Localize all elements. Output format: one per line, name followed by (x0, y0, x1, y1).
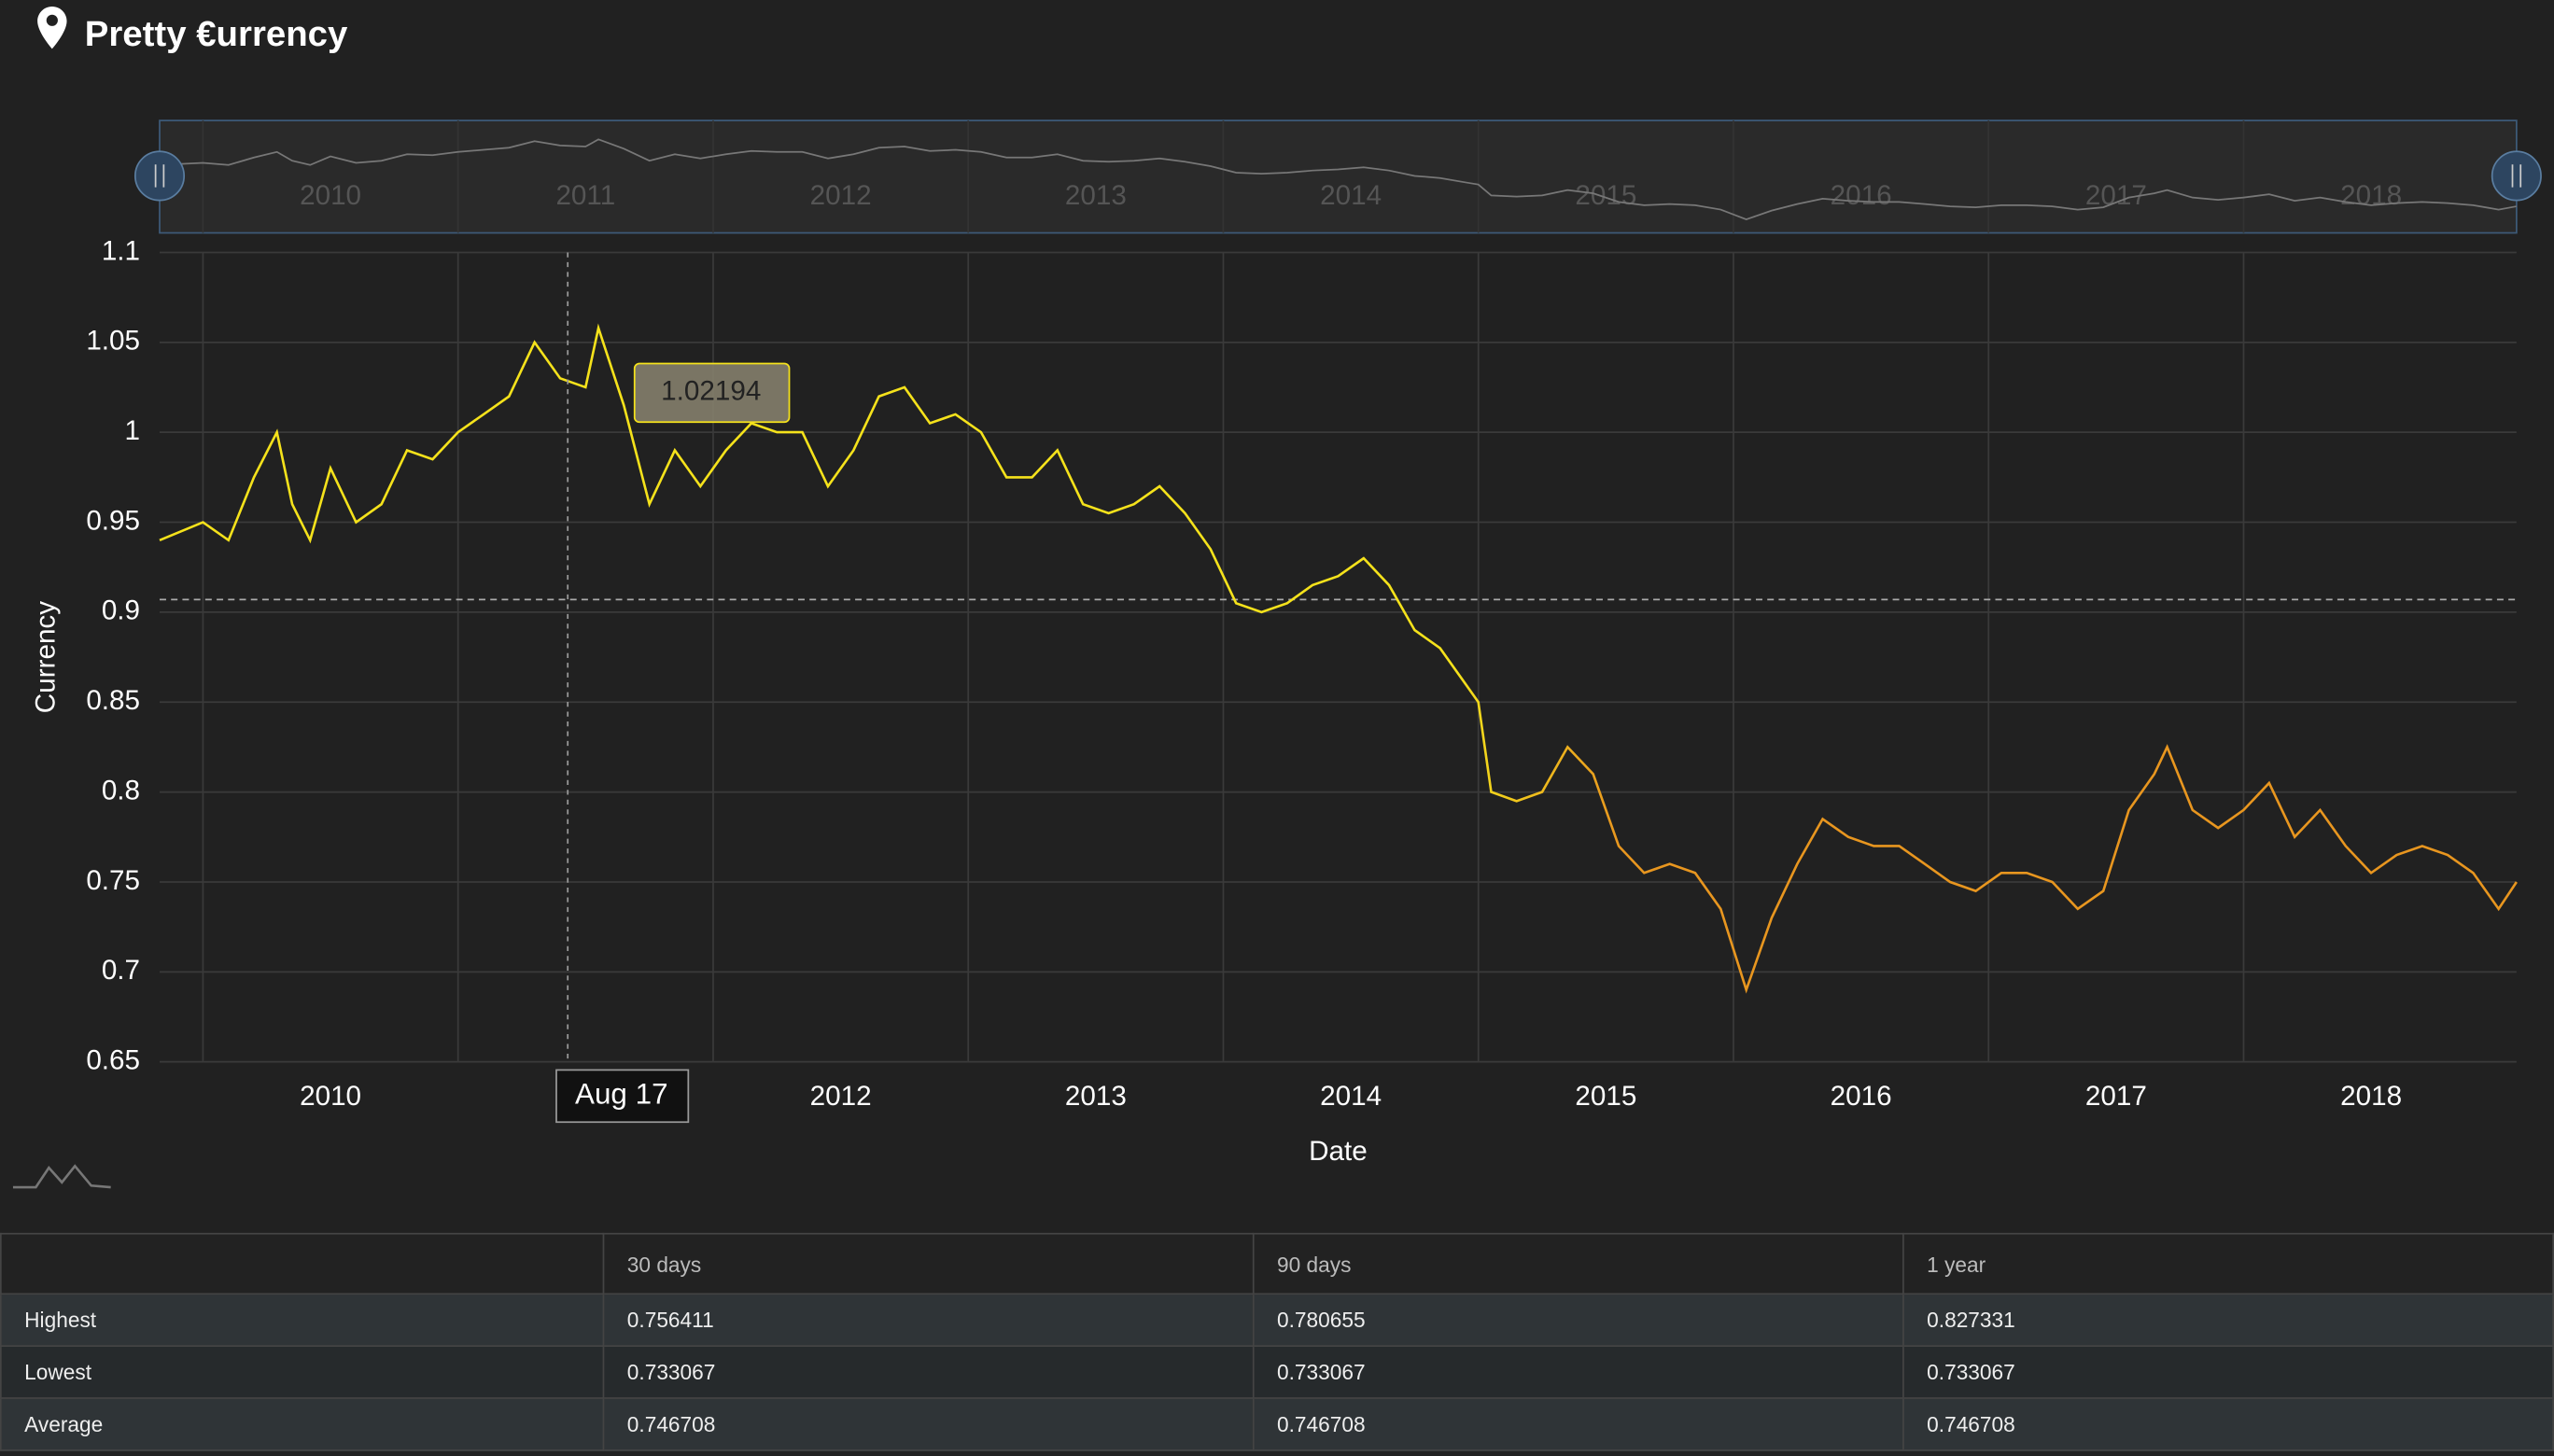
navigator-year-label: 2012 (810, 180, 872, 211)
table-row: Highest 0.756411 0.780655 0.827331 (0, 1293, 2554, 1348)
header-cell: 90 days (1252, 1232, 1904, 1295)
table-cell: Lowest (0, 1345, 605, 1399)
chart-type-icon[interactable] (12, 1164, 111, 1189)
y-tick-label: 1.05 (86, 326, 140, 357)
x-tick-label: 2014 (1320, 1081, 1382, 1112)
x-tick-label: 2010 (300, 1081, 361, 1112)
navigator-year-label: 2015 (1575, 180, 1636, 211)
x-tick-label: 2018 (2340, 1081, 2402, 1112)
navigator-handle[interactable] (2491, 150, 2542, 202)
table-cell: 0.756411 (602, 1293, 1255, 1348)
navigator[interactable] (159, 119, 2518, 234)
y-tick-label: 0.8 (102, 775, 140, 805)
x-tick-label: 2013 (1065, 1081, 1127, 1112)
table-cell: 0.780655 (1252, 1293, 1904, 1348)
y-tick-label: 0.7 (102, 955, 140, 986)
crosshair-x-label: Aug 17 (575, 1078, 668, 1111)
table-cell: 0.746708 (602, 1397, 1255, 1451)
x-tick-label: 2016 (1831, 1081, 1892, 1112)
y-tick-label: 1 (125, 415, 140, 446)
navigator-year-label: 2018 (2340, 180, 2402, 211)
app-title: Pretty €urrency (84, 12, 348, 54)
table-cell: 0.827331 (1901, 1293, 2554, 1348)
navigator-year-label: 2013 (1065, 180, 1127, 211)
data-line (159, 323, 2518, 994)
y-tick-label: 0.85 (86, 685, 140, 716)
y-tick-label: 0.65 (86, 1045, 140, 1076)
table-row: Average 0.746708 0.746708 0.746708 (0, 1397, 2554, 1451)
stats-table: 30 days 90 days 1 year Highest 0.756411 0.78… (0, 1232, 2554, 1451)
table-cell: 0.733067 (602, 1345, 1255, 1399)
navigator-handle[interactable] (133, 150, 186, 202)
header-cell: 1 year (1901, 1232, 2554, 1295)
navigator-line (159, 138, 2518, 220)
table-cell: Highest (0, 1293, 605, 1348)
navigator-year-label: 2011 (555, 180, 615, 211)
x-tick-label: 2012 (810, 1081, 872, 1112)
table-cell: 0.733067 (1252, 1345, 1904, 1399)
location-icon (37, 6, 67, 49)
table-cell: 0.733067 (1901, 1345, 2554, 1399)
table-row: Lowest 0.733067 0.733067 0.733067 (0, 1345, 2554, 1399)
header-cell (0, 1232, 605, 1295)
x-tick-label: 2017 (2085, 1081, 2147, 1112)
x-tick-label: 2015 (1575, 1081, 1636, 1112)
y-tick-label: 0.95 (86, 505, 140, 536)
navigator-year-label: 2016 (1831, 180, 1892, 211)
navigator-year-label: 2010 (300, 180, 361, 211)
navigator-year-label: 2014 (1320, 180, 1382, 211)
tooltip-box (633, 362, 791, 424)
table-cell: 0.746708 (1252, 1397, 1904, 1451)
header-cell: 30 days (602, 1232, 1255, 1295)
tooltip-value: 1.02194 (661, 376, 761, 407)
table-cell: 0.746708 (1901, 1397, 2554, 1451)
y-tick-label: 0.9 (102, 595, 140, 626)
y-tick-label: 0.75 (86, 865, 140, 896)
crosshair-x-label-box (555, 1069, 690, 1124)
y-axis-title: Currency (30, 601, 61, 713)
y-tick-label: 1.1 (102, 235, 140, 266)
table-cell: Average (0, 1397, 605, 1451)
x-axis-title: Date (1309, 1136, 1368, 1167)
